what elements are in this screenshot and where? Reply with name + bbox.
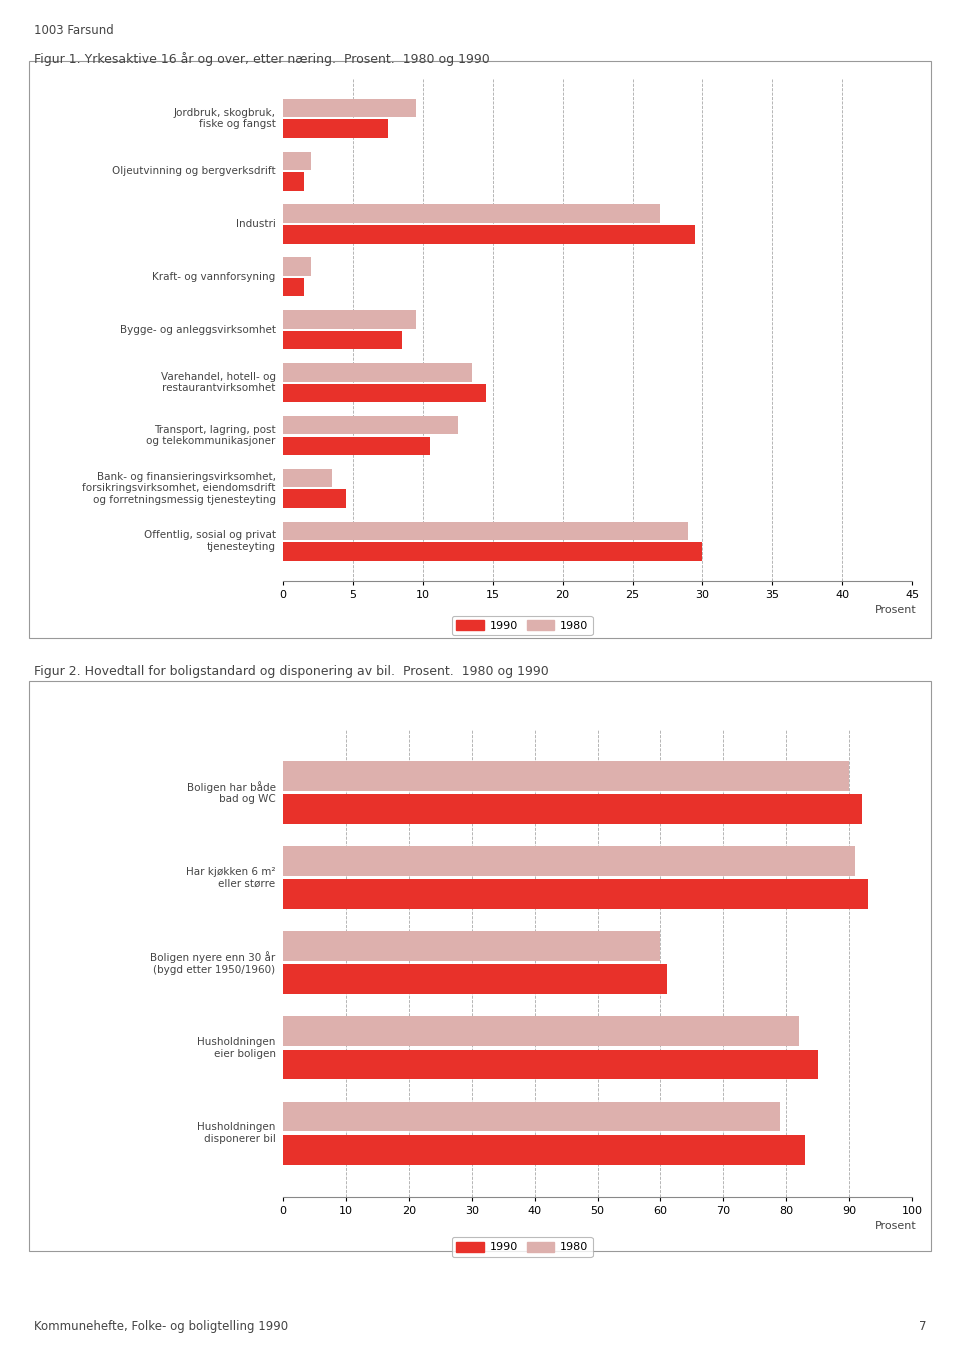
Bar <box>283 931 660 961</box>
Text: Kraft- og vannforsyning: Kraft- og vannforsyning <box>153 271 276 282</box>
Bar <box>283 794 862 824</box>
Text: Prosent: Prosent <box>876 605 917 615</box>
Bar <box>283 1016 799 1046</box>
Text: Transport, lagring, post
og telekommunikasjoner: Transport, lagring, post og telekommunik… <box>146 425 276 446</box>
Bar <box>283 364 472 381</box>
Bar <box>283 225 695 244</box>
Text: Boligen har både
bad og WC: Boligen har både bad og WC <box>186 780 276 805</box>
Text: Varehandel, hotell- og
restaurantvirksomhet: Varehandel, hotell- og restaurantvirksom… <box>160 372 276 394</box>
Bar <box>283 415 458 434</box>
Bar <box>283 965 667 995</box>
Bar <box>283 258 311 275</box>
Legend: 1990, 1980: 1990, 1980 <box>451 1238 592 1257</box>
Bar <box>283 468 332 487</box>
Bar <box>283 761 849 791</box>
Bar <box>283 1049 818 1079</box>
Bar <box>283 172 304 191</box>
Text: Kommunehefte, Folke- og boligtelling 1990: Kommunehefte, Folke- og boligtelling 199… <box>34 1319 288 1333</box>
Text: Prosent: Prosent <box>876 1221 917 1231</box>
Text: Husholdningen
disponerer bil: Husholdningen disponerer bil <box>197 1122 276 1144</box>
Text: Figur 1. Yrkesaktive 16 år og over, etter næring.  Prosent.  1980 og 1990: Figur 1. Yrkesaktive 16 år og over, ette… <box>34 52 490 65</box>
Text: Bank- og finansieringsvirksomhet,
forsikringsvirksomhet, eiendomsdrift
og forret: Bank- og finansieringsvirksomhet, forsik… <box>83 472 276 505</box>
Bar <box>283 152 311 170</box>
Text: Boligen nyere enn 30 år
(bygd etter 1950/1960): Boligen nyere enn 30 år (bygd etter 1950… <box>151 951 276 974</box>
Bar <box>283 119 388 138</box>
Bar <box>283 879 868 909</box>
Legend: 1990, 1980: 1990, 1980 <box>451 616 592 635</box>
Bar <box>283 205 660 223</box>
Bar <box>283 99 416 117</box>
Bar <box>283 490 346 508</box>
Bar <box>283 521 688 540</box>
Bar <box>283 543 703 560</box>
Bar <box>283 1102 780 1132</box>
Bar <box>283 1134 805 1164</box>
Text: Figur 2. Hovedtall for boligstandard og disponering av bil.  Prosent.  1980 og 1: Figur 2. Hovedtall for boligstandard og … <box>34 665 548 678</box>
Bar <box>283 311 416 328</box>
Bar <box>283 437 430 455</box>
Text: Bygge- og anleggsvirksomhet: Bygge- og anleggsvirksomhet <box>119 324 276 335</box>
Text: 7: 7 <box>919 1319 926 1333</box>
Bar <box>283 384 486 402</box>
Text: Jordbruk, skogbruk,
fiske og fangst: Jordbruk, skogbruk, fiske og fangst <box>174 107 276 129</box>
Text: Industri: Industri <box>235 218 276 229</box>
Text: 1003 Farsund: 1003 Farsund <box>34 24 113 38</box>
Bar <box>283 331 402 349</box>
Text: Husholdningen
eier boligen: Husholdningen eier boligen <box>197 1037 276 1058</box>
Bar <box>283 847 855 877</box>
Text: Offentlig, sosial og privat
tjenesteyting: Offentlig, sosial og privat tjenesteytin… <box>143 531 276 552</box>
Text: Har kjøkken 6 m²
eller større: Har kjøkken 6 m² eller større <box>186 867 276 889</box>
Text: Oljeutvinning og bergverksdrift: Oljeutvinning og bergverksdrift <box>112 166 276 176</box>
Bar <box>283 278 304 296</box>
